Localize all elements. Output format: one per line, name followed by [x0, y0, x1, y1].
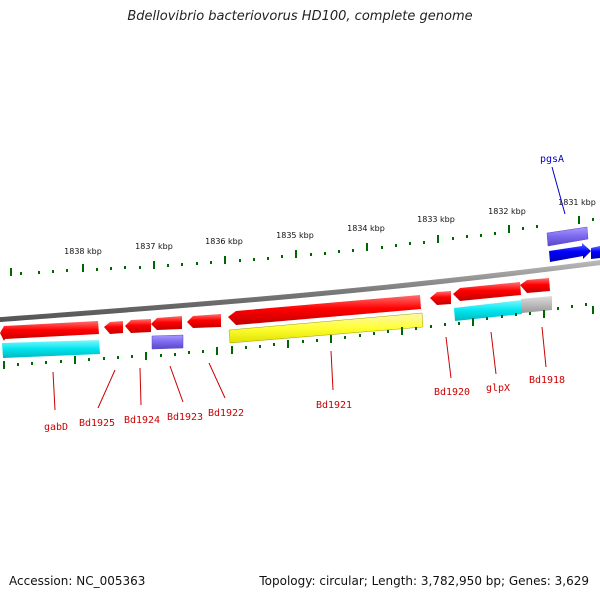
feature-cyan-glpX[interactable] [454, 300, 522, 321]
axis-label: 1836 kbp [205, 237, 243, 246]
gene-label-Bd1918[interactable]: Bd1918 [529, 375, 565, 386]
accession-text: Accession: NC_005363 [9, 574, 146, 588]
feature-yellow-Bd1921[interactable] [228, 312, 424, 344]
inner-tick-ring [3, 303, 594, 369]
gene-arrow-Bd1921[interactable] [228, 295, 421, 325]
reverse-cds-row [0, 278, 550, 341]
gene-label-Bd1920[interactable]: Bd1920 [434, 387, 470, 398]
gene-label-Bd1923[interactable]: Bd1923 [167, 412, 203, 423]
axis-labels: 1838 kbp 1837 kbp 1836 kbp 1835 kbp 1834… [64, 198, 596, 256]
inner-minor-ticks [17, 303, 587, 366]
leader-lines [52, 326, 547, 411]
feature-cyan-gabD[interactable] [2, 340, 100, 358]
topology-info-text: Topology: circular; Length: 3,782,950 bp… [259, 574, 589, 588]
gene-arrow-Bd1920[interactable] [430, 291, 451, 305]
gene-label-Bd1921[interactable]: Bd1921 [316, 400, 352, 411]
axis-label: 1835 kbp [276, 231, 314, 240]
axis-label: 1831 kbp [558, 198, 596, 207]
map-title: Bdellovibrio bacteriovorus HD100, comple… [127, 9, 473, 24]
axis-label: 1834 kbp [347, 224, 385, 233]
gene-arrow-Bd1924[interactable] [125, 319, 151, 333]
pgsA-leader-line [551, 166, 566, 215]
axis-label: 1832 kbp [488, 207, 526, 216]
gene-label-gabD[interactable]: gabD [44, 422, 68, 433]
gene-arrow-partial[interactable] [591, 246, 600, 259]
feature-gray-Bd1918[interactable] [521, 296, 552, 313]
feature-purple-pgsA[interactable] [546, 226, 589, 247]
outer-major-ticks [10, 216, 580, 276]
genome-backbone [0, 260, 600, 323]
gene-labels: gabD Bd1925 Bd1924 Bd1923 Bd1922 Bd1921 … [44, 375, 565, 433]
gene-arrow-gabD[interactable] [0, 321, 99, 341]
inner-major-ticks [3, 306, 594, 369]
gene-label-Bd1925[interactable]: Bd1925 [79, 418, 115, 429]
gene-arrow-Bd1918[interactable] [520, 278, 550, 293]
axis-label: 1833 kbp [417, 215, 455, 224]
gene-label-glpX[interactable]: glpX [486, 383, 510, 394]
outer-minor-ticks [20, 218, 594, 275]
axis-label: 1838 kbp [64, 247, 102, 256]
feature-purple-Bd1923[interactable] [151, 334, 184, 350]
gene-arrow-pgsA[interactable] [549, 243, 591, 262]
outer-tick-ring [10, 216, 594, 276]
gene-arrow-Bd1922[interactable] [187, 314, 221, 328]
gene-label-pgsA[interactable]: pgsA [540, 154, 564, 165]
gene-arrow-glpX[interactable] [453, 282, 521, 301]
gene-arrow-Bd1925[interactable] [104, 321, 123, 334]
gene-label-Bd1922[interactable]: Bd1922 [208, 408, 244, 419]
gene-arrow-Bd1923[interactable] [151, 316, 182, 330]
axis-label: 1837 kbp [135, 242, 173, 251]
gene-label-Bd1924[interactable]: Bd1924 [124, 415, 160, 426]
